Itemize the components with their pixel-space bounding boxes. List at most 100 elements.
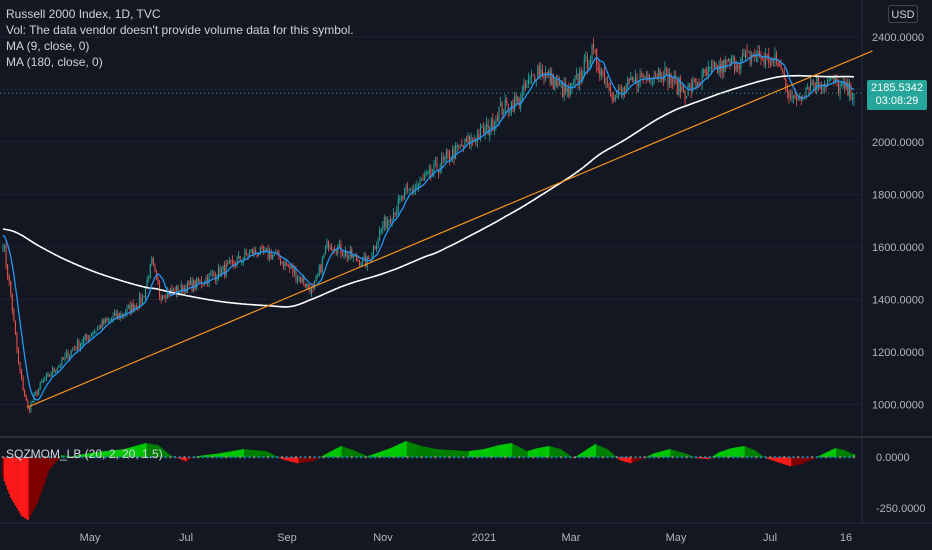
histogram-bar xyxy=(712,456,714,458)
candle xyxy=(744,49,746,62)
candle-body xyxy=(788,92,790,98)
histogram-bar xyxy=(808,457,811,461)
candle xyxy=(262,245,264,256)
candle xyxy=(104,317,106,325)
candle-body xyxy=(211,273,213,275)
candle-body xyxy=(434,162,436,164)
candle-body xyxy=(134,305,136,310)
candle xyxy=(341,250,343,257)
candle xyxy=(664,61,666,83)
candle xyxy=(515,92,517,105)
histogram-bar xyxy=(642,457,645,459)
candle xyxy=(217,263,219,281)
squeeze-dot xyxy=(304,456,307,459)
candle xyxy=(841,82,843,88)
candle xyxy=(771,56,773,67)
histogram-bar xyxy=(800,457,803,465)
ma9-legend[interactable]: MA (9, close, 0) xyxy=(6,39,90,53)
candle xyxy=(659,68,661,83)
squeeze-dot xyxy=(824,456,828,459)
candle-body xyxy=(59,364,61,366)
squeeze-dot xyxy=(578,456,581,459)
candle-body xyxy=(66,352,68,356)
histogram-bar xyxy=(416,444,418,458)
candle-body xyxy=(583,58,585,77)
candle xyxy=(380,227,382,235)
candle xyxy=(208,272,210,288)
candle-body xyxy=(323,255,325,259)
candle-body xyxy=(262,246,264,252)
histogram-bar xyxy=(550,446,553,458)
candle xyxy=(486,116,488,134)
candle xyxy=(465,135,467,143)
ma180-legend[interactable]: MA (180, close, 0) xyxy=(6,55,103,69)
candle-body xyxy=(703,70,705,73)
candle-body xyxy=(805,88,807,97)
histogram-bar xyxy=(127,447,130,458)
candle-body xyxy=(196,278,198,289)
histogram-bar xyxy=(180,457,183,460)
squeeze-dot xyxy=(355,456,358,459)
candle-body xyxy=(324,248,326,255)
histogram-bar xyxy=(307,457,310,462)
squeeze-dot xyxy=(499,456,502,459)
candle-body xyxy=(441,157,443,168)
squeeze-dot xyxy=(485,456,488,459)
squeeze-dot xyxy=(252,456,256,459)
candle-body xyxy=(822,87,824,90)
squeeze-dot xyxy=(750,456,753,459)
histogram-bar xyxy=(135,445,138,458)
histogram-bar xyxy=(662,450,665,458)
candle-body xyxy=(106,318,108,321)
squeeze-dot xyxy=(569,456,572,459)
histogram-bar xyxy=(141,443,144,458)
candle-body xyxy=(851,97,853,100)
histogram-bar xyxy=(552,447,555,458)
candle-body xyxy=(834,77,836,83)
candle-body xyxy=(710,66,712,69)
squeeze-dot xyxy=(550,456,553,459)
candle xyxy=(532,73,534,76)
candle-body xyxy=(630,76,632,81)
candle xyxy=(848,79,850,102)
histogram-bar xyxy=(242,449,245,458)
histogram-bar xyxy=(279,457,282,459)
histogram-bar xyxy=(284,457,287,461)
candle xyxy=(427,170,429,176)
histogram-bar xyxy=(104,451,107,458)
histogram-bar xyxy=(774,457,776,462)
candle-body xyxy=(545,72,547,79)
histogram-bar xyxy=(524,450,527,458)
candle xyxy=(270,248,272,260)
candle-body xyxy=(769,64,771,65)
candle xyxy=(484,124,486,140)
candle-body xyxy=(84,334,86,340)
histogram-bar xyxy=(580,453,583,458)
squeeze-dot xyxy=(229,456,233,459)
candle-body xyxy=(673,74,675,82)
candle xyxy=(682,85,684,93)
currency-badge[interactable]: USD xyxy=(888,5,918,23)
candle xyxy=(35,390,37,396)
candle xyxy=(524,79,526,92)
candle xyxy=(328,240,330,252)
histogram-bar xyxy=(172,456,175,458)
candle xyxy=(455,141,457,160)
histogram-bar xyxy=(792,457,795,466)
histogram-bar xyxy=(640,457,643,460)
histogram-bar xyxy=(355,451,358,458)
candle xyxy=(62,357,64,360)
candle-body xyxy=(258,255,260,257)
histogram-bar xyxy=(633,457,635,463)
candle-body xyxy=(174,289,176,294)
candle-body xyxy=(576,74,578,77)
squeeze-dot xyxy=(741,456,744,459)
candle-body xyxy=(589,59,591,65)
histogram-bar xyxy=(721,451,724,458)
candle-body xyxy=(396,210,398,214)
indicator-legend[interactable]: SQZMOM_LB (20, 2, 20, 1.5) xyxy=(6,447,163,461)
candle xyxy=(624,85,626,98)
candle xyxy=(145,286,147,301)
histogram-bar xyxy=(82,454,85,458)
